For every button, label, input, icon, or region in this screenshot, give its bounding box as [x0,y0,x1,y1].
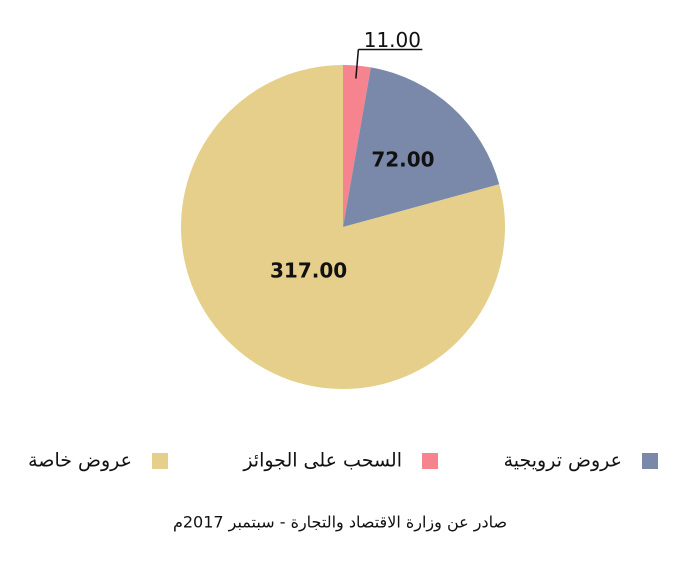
legend-label: عروض ترويجية [504,450,622,472]
value-label: 11.00 [364,28,421,52]
source-note: صادر عن وزارة الاقتصاد والتجارة - سبتمبر… [173,513,507,533]
pie-slice [343,67,500,227]
legend-swatch [152,453,168,469]
leader-line [355,49,360,79]
pie-slice [343,65,371,227]
pie-slice [180,65,505,390]
legend-swatch [422,453,438,469]
legend-label: عروض خاصة [28,450,132,472]
legend-label: السحب على الجوائز [242,450,402,472]
value-label: 72.00 [371,148,434,172]
legend-swatch [642,453,658,469]
value-label: 317.00 [270,259,347,283]
